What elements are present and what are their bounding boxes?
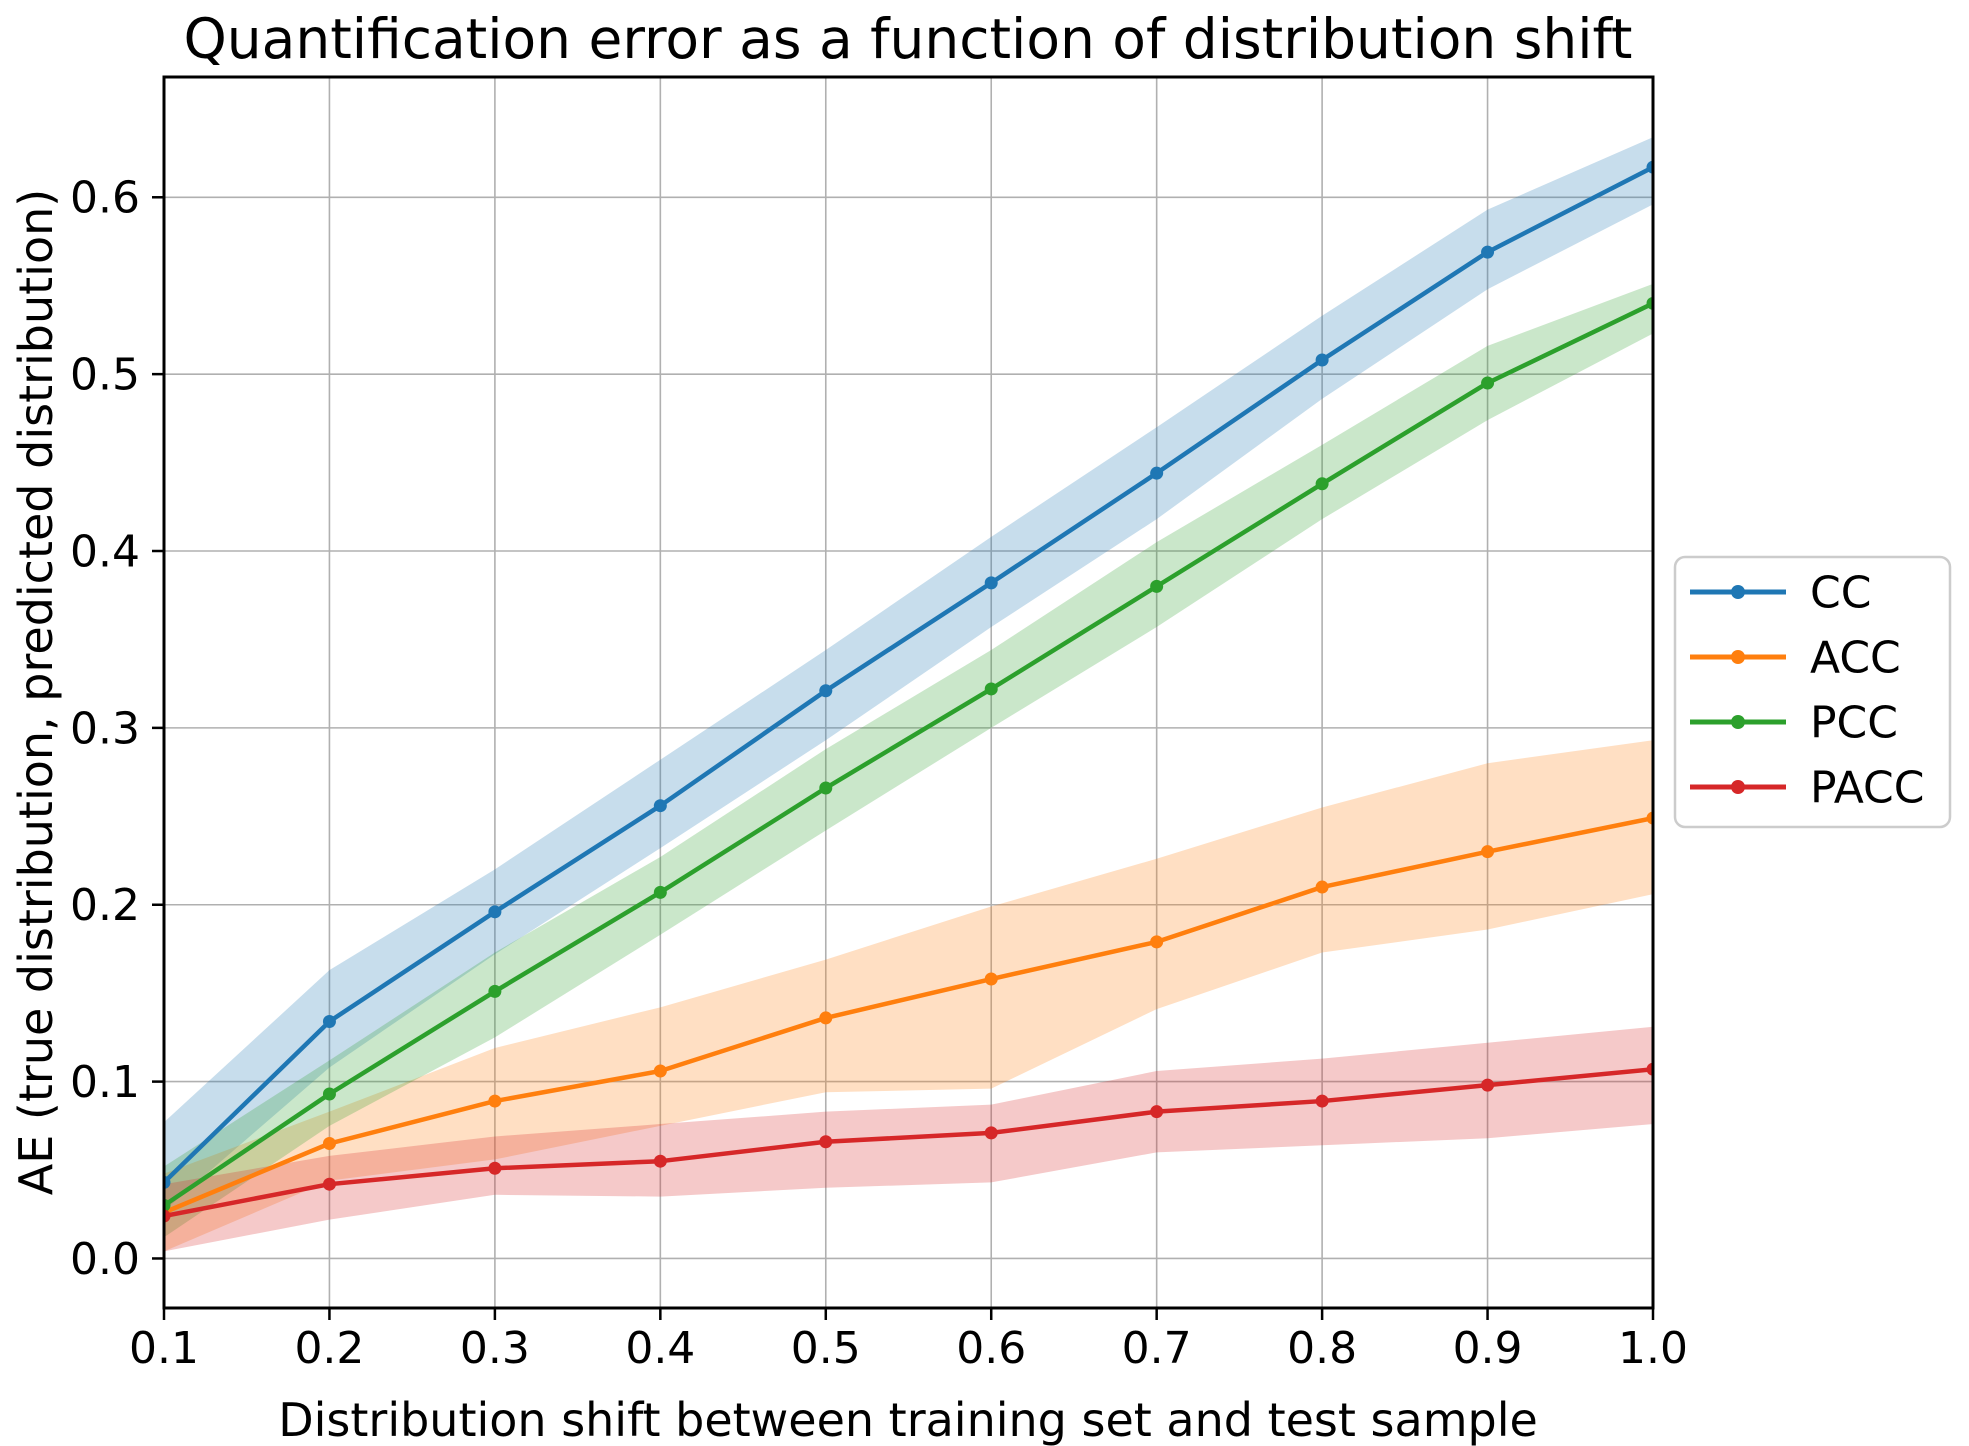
data-point-PCC-0.7 <box>1150 579 1164 593</box>
data-point-PCC-0.6 <box>984 682 998 696</box>
data-point-CC-0.8 <box>1315 353 1329 367</box>
data-point-PACC-0.9 <box>1481 1078 1495 1092</box>
legend-item-ACC: ACC <box>1690 632 1901 683</box>
series-line-CC <box>164 164 1653 1185</box>
legend-item-PCC: PCC <box>1690 697 1898 748</box>
x-tick-label-0.2: 0.2 <box>294 1323 364 1374</box>
legend-marker-ACC <box>1731 650 1745 664</box>
data-point-PACC-0.1 <box>164 1209 171 1223</box>
y-tick-label-0.3: 0.3 <box>70 703 140 754</box>
y-tick-label-0.6: 0.6 <box>70 173 140 224</box>
legend-marker-PCC <box>1731 715 1745 729</box>
data-point-CC-0.1 <box>164 1175 171 1189</box>
x-tick-label-0.1: 0.1 <box>129 1323 199 1374</box>
series-band-CC <box>164 137 1653 1211</box>
data-point-PACC-0.5 <box>819 1135 833 1149</box>
plot-data <box>164 137 1653 1252</box>
data-point-PCC-0.4 <box>653 885 667 899</box>
legend-item-CC: CC <box>1690 567 1871 618</box>
series-line-PCC <box>164 301 1653 1208</box>
y-tick-label-0.1: 0.1 <box>70 1057 140 1108</box>
data-point-ACC-0.3 <box>488 1094 502 1108</box>
series-line-ACC <box>164 815 1653 1215</box>
data-point-ACC-0.5 <box>819 1011 833 1025</box>
data-point-PCC-0.5 <box>819 781 833 795</box>
legend-marker-CC <box>1731 585 1745 599</box>
data-point-ACC-0.9 <box>1481 845 1495 859</box>
y-tick-label-0.4: 0.4 <box>70 526 140 577</box>
x-tick-label-0.9: 0.9 <box>1453 1323 1523 1374</box>
series-band-PCC <box>164 283 1653 1238</box>
chart-title: Quantification error as a function of di… <box>184 7 1633 71</box>
data-point-PACC-0.3 <box>488 1161 502 1175</box>
y-tick-label-0.5: 0.5 <box>70 350 140 401</box>
legend-label-PCC: PCC <box>1810 697 1898 748</box>
legend: CC ACC PCC PACC <box>1673 555 1952 829</box>
data-point-ACC-0.8 <box>1315 880 1329 894</box>
data-point-ACC-0.4 <box>653 1064 667 1078</box>
data-point-CC-0.4 <box>653 799 667 813</box>
data-point-PCC-0.2 <box>322 1087 336 1101</box>
plot-border <box>162 75 1655 1310</box>
x-tick-label-0.7: 0.7 <box>1122 1323 1192 1374</box>
data-point-PACC-0.4 <box>653 1154 667 1168</box>
series-line-PACC <box>164 1066 1653 1219</box>
y-axis-label: AE (true distribution, predicted distrib… <box>9 189 63 1195</box>
y-tick-label-0.2: 0.2 <box>70 880 140 931</box>
x-tick-label-0.8: 0.8 <box>1287 1323 1357 1374</box>
data-point-ACC-0.2 <box>322 1137 336 1151</box>
data-point-ACC-1.0 <box>1646 811 1653 825</box>
series-band-ACC <box>164 740 1653 1252</box>
data-point-CC-0.3 <box>488 905 502 919</box>
legend-marker-PACC <box>1731 780 1745 794</box>
data-point-PACC-0.7 <box>1150 1105 1164 1119</box>
data-point-CC-0.5 <box>819 684 833 698</box>
legend-label-CC: CC <box>1810 567 1871 618</box>
data-point-CC-0.6 <box>984 576 998 590</box>
data-point-PCC-0.9 <box>1481 376 1495 390</box>
data-point-CC-0.9 <box>1481 245 1495 259</box>
data-point-PACC-0.6 <box>984 1126 998 1140</box>
data-point-CC-0.7 <box>1150 466 1164 480</box>
legend-box <box>1673 555 1952 829</box>
legend-label-PACC: PACC <box>1810 762 1925 813</box>
data-point-ACC-0.7 <box>1150 935 1164 949</box>
x-axis-label: Distribution shift between training set … <box>278 1393 1538 1446</box>
x-tick-label-1.0: 1.0 <box>1618 1323 1688 1374</box>
data-point-ACC-0.6 <box>984 972 998 986</box>
data-point-PCC-0.8 <box>1315 477 1329 491</box>
x-tick-label-0.4: 0.4 <box>625 1323 695 1374</box>
data-point-PCC-0.1 <box>164 1198 171 1212</box>
data-point-PACC-0.8 <box>1315 1094 1329 1108</box>
x-tick-label-0.6: 0.6 <box>956 1323 1026 1374</box>
axis-ticks: 0.1 0.2 0.3 0.4 0.5 0.6 0.7 0.8 0.9 1.0 0.0 0.1 0.2 0… <box>70 173 1688 1374</box>
x-tick-label-0.3: 0.3 <box>460 1323 530 1374</box>
data-point-PCC-1.0 <box>1646 296 1653 310</box>
data-point-PCC-0.3 <box>488 984 502 998</box>
data-point-PACC-1.0 <box>1646 1062 1653 1076</box>
data-point-CC-1.0 <box>1646 160 1653 174</box>
legend-label-ACC: ACC <box>1810 632 1901 683</box>
y-tick-label-0.0: 0.0 <box>70 1234 140 1285</box>
x-tick-label-0.5: 0.5 <box>791 1323 861 1374</box>
data-point-PACC-0.2 <box>322 1177 336 1191</box>
legend-item-PACC: PACC <box>1690 762 1925 813</box>
data-point-CC-0.2 <box>322 1014 336 1028</box>
